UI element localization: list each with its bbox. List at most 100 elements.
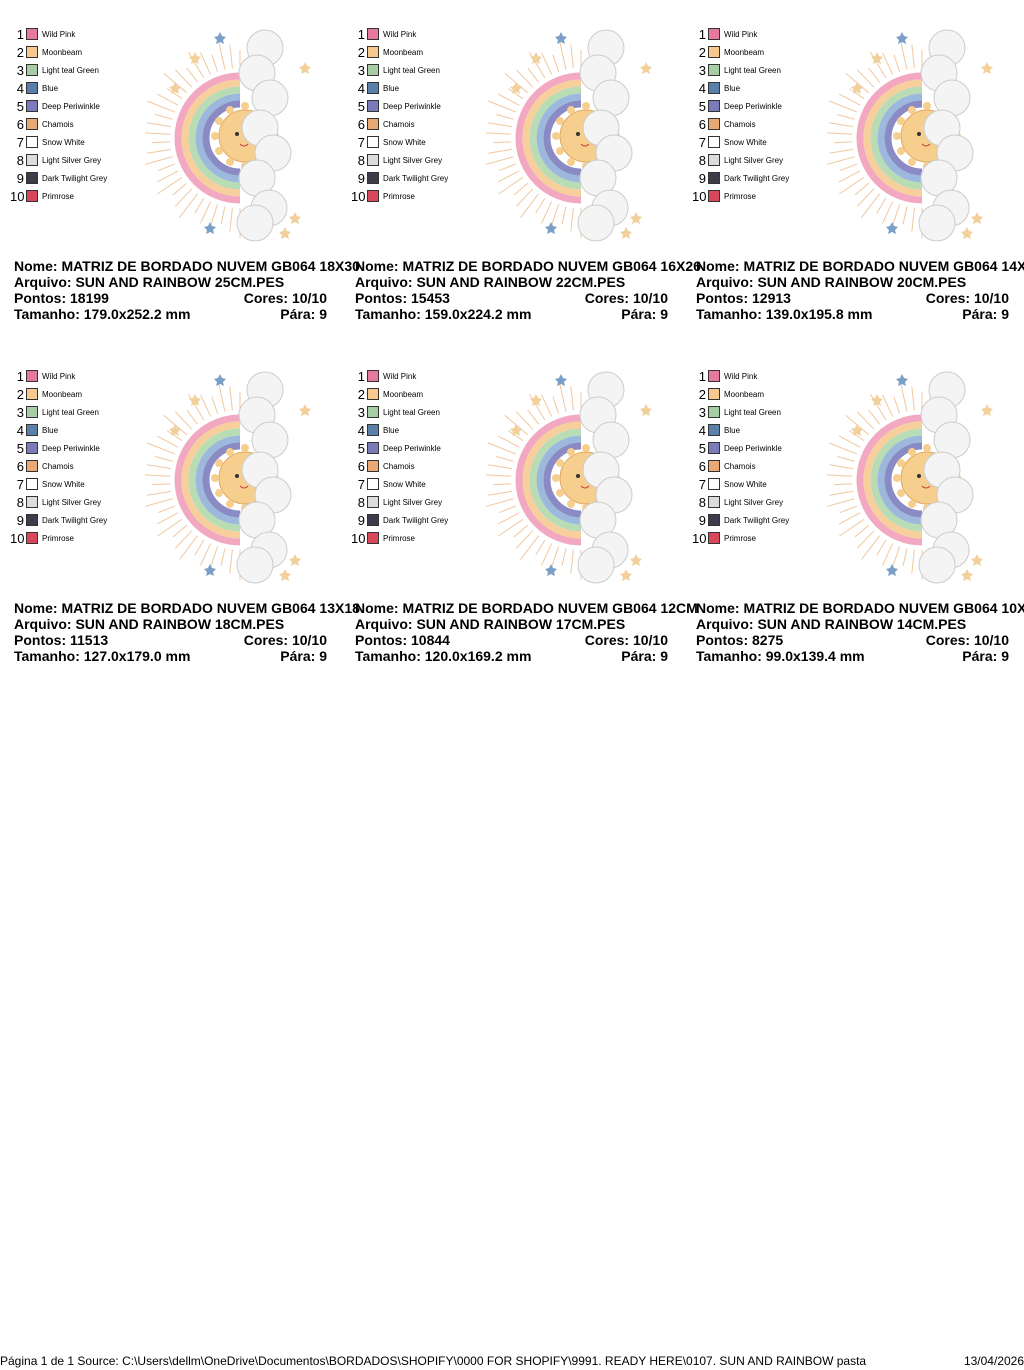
preview-shape: [848, 430, 865, 442]
preview-shape: [834, 483, 853, 486]
preview-shape: [576, 132, 580, 136]
preview-shape: [893, 132, 901, 140]
thread-name: Primrose: [724, 191, 757, 201]
preview-shape: [570, 549, 574, 574]
preview-shape: [156, 176, 183, 195]
thread-swatch: [708, 370, 720, 382]
thread-row: 4 Blue: [10, 80, 58, 96]
preview-shape: [235, 474, 239, 478]
thread-number: 2: [698, 44, 706, 60]
preview-shape: [156, 170, 179, 183]
preview-shape: [871, 394, 883, 406]
info-line: Tamanho: 99.0x139.4 mm Pára: 9: [696, 648, 1009, 664]
preview-shape: [838, 176, 865, 195]
info-line: Arquivo: SUN AND RAINBOW 25CM.PES: [14, 274, 327, 290]
preview-shape: [897, 147, 906, 155]
preview-shape: [496, 113, 514, 120]
thread-number: 4: [16, 422, 24, 438]
preview-shape: [179, 193, 199, 218]
thread-row: 6 Chamois: [692, 458, 756, 474]
field-label: Tamanho:: [696, 648, 762, 664]
thread-number: 5: [698, 98, 706, 114]
thread-name: Deep Periwinkle: [42, 443, 100, 453]
preview-shape: [630, 212, 642, 224]
preview-shape: [897, 117, 906, 125]
preview-shape: [917, 474, 921, 478]
thread-name: Blue: [724, 425, 741, 435]
preview-shape: [215, 147, 224, 155]
preview-shape: [174, 69, 193, 88]
thread-name: Deep Periwinkle: [42, 101, 100, 111]
info-line: Tamanho: 139.0x195.8 mm Pára: 9: [696, 306, 1009, 322]
field-label: Tamanho:: [355, 306, 421, 322]
design-preview: [140, 370, 315, 595]
design-info: Nome: MATRIZ DE BORDADO NUVEM GB064 16X2…: [355, 258, 701, 322]
preview-shape: [981, 404, 993, 416]
info-line: Tamanho: 179.0x252.2 mm Pára: 9: [14, 306, 327, 322]
thread-name: Light teal Green: [724, 407, 781, 417]
preview-shape: [893, 396, 901, 414]
thread-name: Snow White: [383, 137, 426, 147]
preview-shape: [507, 430, 524, 442]
thread-number: 6: [698, 458, 706, 474]
field-label: Nome:: [355, 258, 399, 274]
preview-shape: [556, 117, 565, 125]
thread-swatch: [367, 100, 379, 112]
preview-shape: [961, 227, 973, 239]
thread-number: 5: [16, 440, 24, 456]
thread-name: Primrose: [383, 533, 416, 543]
preview-shape: [908, 499, 916, 508]
thread-name: Light Silver Grey: [724, 155, 784, 165]
thread-name: Light Silver Grey: [383, 497, 443, 507]
thread-name: Chamois: [383, 119, 415, 129]
thread-swatch: [708, 100, 720, 112]
preview-shape: [640, 404, 652, 416]
preview-shape: [493, 483, 512, 486]
thread-number: 2: [357, 44, 365, 60]
info-line: Pontos: 11513 Cores: 10/10: [14, 632, 327, 648]
field-value: SUN AND RAINBOW 18CM.PES: [75, 616, 285, 632]
preview-shape: [559, 40, 567, 70]
thread-row: 2 Moonbeam: [10, 386, 82, 402]
preview-shape: [917, 132, 921, 136]
preview-shape: [908, 448, 916, 457]
thread-name: Dark Twilight Grey: [42, 173, 108, 183]
thread-swatch: [708, 190, 720, 202]
thread-number: 8: [357, 152, 365, 168]
field-label: Pontos:: [696, 632, 749, 648]
thread-number: 10: [351, 530, 366, 546]
thread-swatch: [708, 136, 720, 148]
thread-number: 8: [698, 494, 706, 510]
design-block: 1 Wild Pink 2 Moonbeam 3 Light teal Green 4 Blu…: [351, 342, 698, 672]
preview-shape: [156, 518, 183, 537]
preview-shape: [877, 93, 923, 183]
thread-number: 5: [357, 98, 365, 114]
field-label: Pára:: [621, 648, 657, 664]
preview-shape: [204, 222, 216, 234]
preview-shape: [580, 143, 590, 147]
field-label: Arquivo:: [14, 274, 72, 290]
preview-shape: [496, 455, 514, 462]
thread-number: 8: [357, 494, 365, 510]
preview-shape: [552, 474, 560, 482]
field-value: MATRIZ DE BORDADO NUVEM GB064 14X20: [743, 258, 1024, 274]
thread-swatch: [26, 496, 38, 508]
info-line: Nome: MATRIZ DE BORDADO NUVEM GB064 13X1…: [14, 600, 360, 616]
thread-row: 8 Light Silver Grey: [692, 152, 783, 168]
thread-name: Primrose: [383, 191, 416, 201]
preview-shape: [229, 207, 233, 232]
preview-shape: [923, 102, 931, 110]
preview-shape: [289, 212, 301, 224]
thread-name: Moonbeam: [383, 389, 424, 399]
thread-number: 7: [16, 476, 24, 492]
field-value: 10/10: [632, 632, 668, 648]
thread-swatch: [367, 136, 379, 148]
thread-number: 5: [357, 440, 365, 456]
preview-shape: [552, 132, 560, 140]
preview-shape: [561, 548, 567, 567]
preview-shape: [900, 40, 908, 70]
field-value: 9: [1001, 648, 1009, 664]
field-label: Arquivo:: [355, 274, 413, 290]
thread-number: 1: [357, 368, 365, 384]
